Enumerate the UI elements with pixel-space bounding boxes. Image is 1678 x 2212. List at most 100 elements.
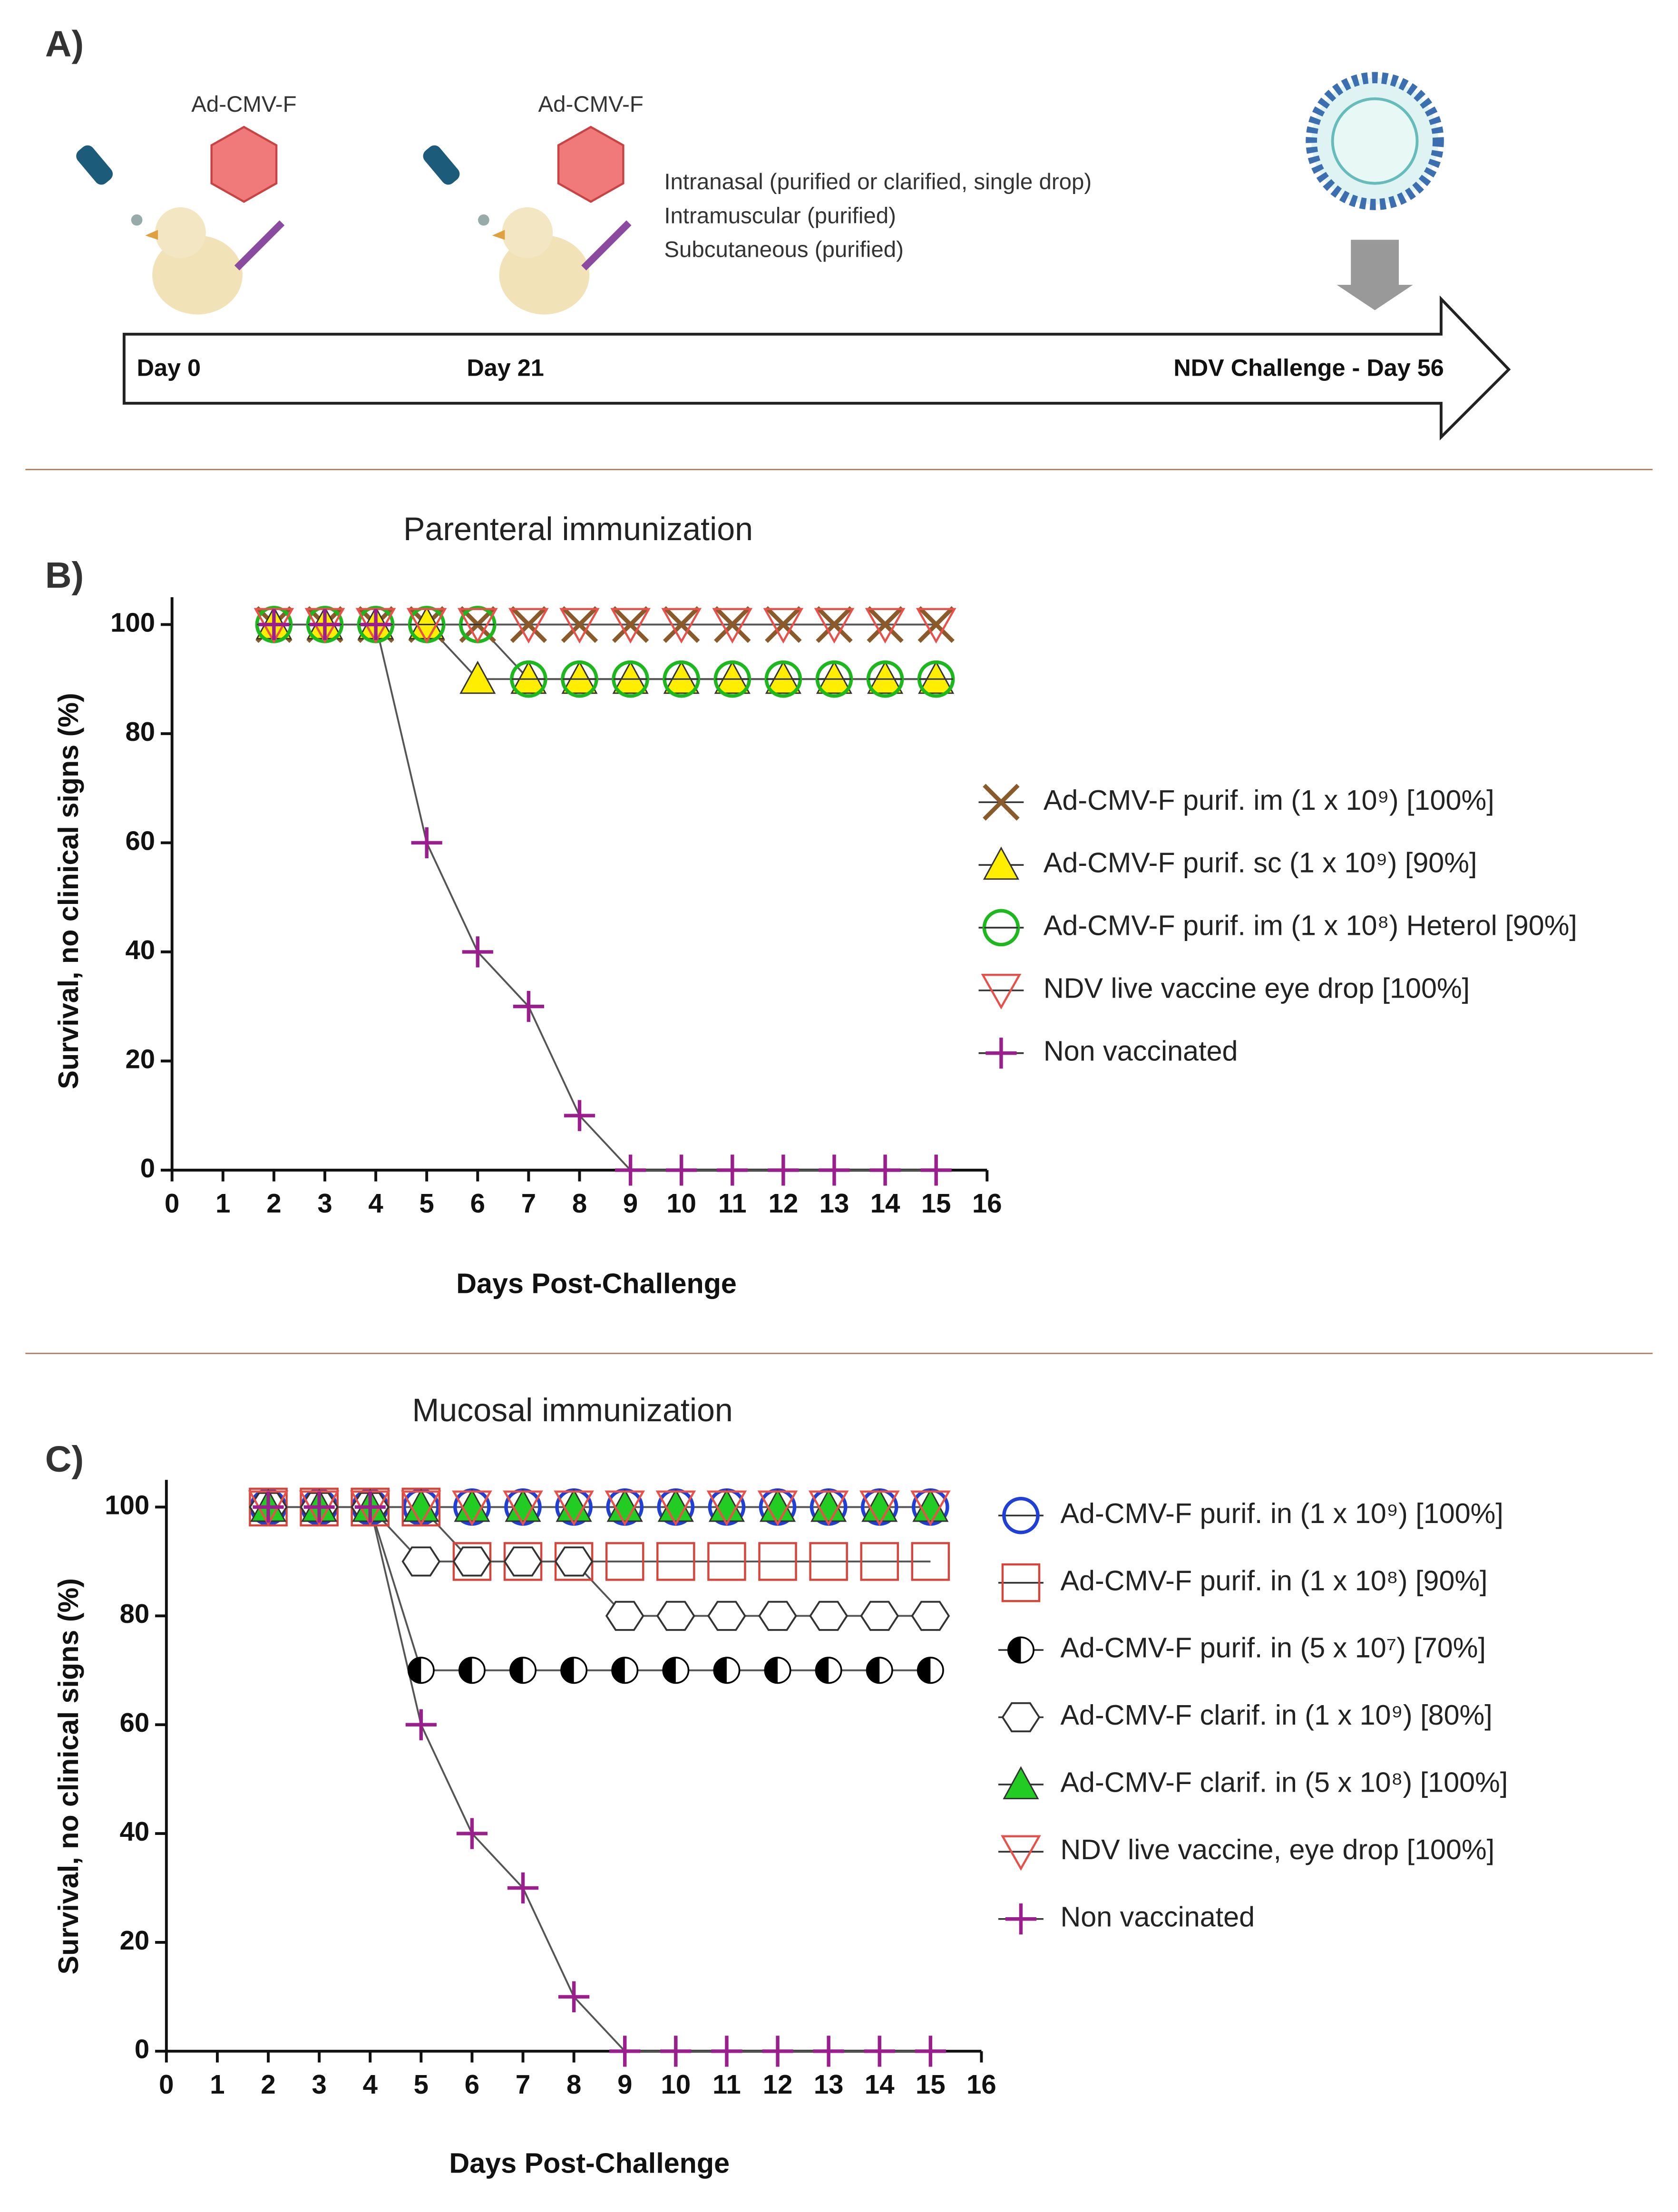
data-point xyxy=(714,606,751,643)
legend-label: Non vaccinated xyxy=(1060,1901,1255,1932)
marker-shape xyxy=(655,1490,696,1526)
data-point xyxy=(708,1488,745,1522)
marker-shape xyxy=(765,606,802,643)
marker-shape xyxy=(867,660,904,694)
marker-shape xyxy=(656,1542,695,1581)
data-point xyxy=(864,2036,895,2067)
y-axis-title: Survival, no clinical signs (%) xyxy=(52,1578,84,1974)
data-point xyxy=(556,1488,592,1522)
marker-shape xyxy=(556,1488,592,1522)
marker-shape xyxy=(758,1601,797,1631)
data-point xyxy=(456,1818,488,1849)
legend-marker xyxy=(1002,1496,1040,1534)
data-point xyxy=(911,1542,950,1581)
marker-shape xyxy=(759,1488,796,1522)
x-tick-label: 2 xyxy=(266,1188,281,1218)
data-point xyxy=(810,1488,847,1522)
data-point xyxy=(554,1546,594,1577)
marker-shape xyxy=(712,608,753,644)
timeline xyxy=(122,295,1511,441)
marker-shape xyxy=(1001,1835,1041,1871)
marker-shape xyxy=(459,660,496,694)
marker-shape xyxy=(865,608,906,644)
marker-shape xyxy=(612,1658,625,1683)
marker-shape xyxy=(809,1601,848,1631)
data-point xyxy=(815,1657,842,1684)
x-tick-label: 1 xyxy=(210,2069,224,2099)
data-point xyxy=(860,1542,899,1581)
marker-shape xyxy=(457,608,498,644)
data-point xyxy=(707,1601,746,1631)
legend-marker xyxy=(983,784,1020,821)
data-point xyxy=(253,1491,284,1523)
marker-shape xyxy=(612,606,649,643)
data-point xyxy=(656,1542,695,1581)
y-tick-label: 100 xyxy=(110,607,155,637)
x-tick-label: 0 xyxy=(165,1188,179,1218)
data-point xyxy=(405,1709,437,1740)
data-point xyxy=(663,660,700,698)
marker-shape xyxy=(452,1546,492,1577)
data-point xyxy=(866,660,904,698)
data-point xyxy=(759,1488,796,1522)
marker-shape xyxy=(765,1658,778,1683)
marker-shape xyxy=(559,608,600,644)
marker-shape xyxy=(918,660,955,694)
marker-shape xyxy=(409,606,445,640)
data-point xyxy=(662,1657,690,1684)
marker-shape xyxy=(508,608,549,644)
data-point xyxy=(657,1488,694,1522)
marker-shape xyxy=(714,1658,727,1683)
marker-shape xyxy=(561,1658,574,1683)
x-tick-label: 12 xyxy=(763,2069,793,2099)
data-point xyxy=(612,606,649,643)
data-point xyxy=(611,1657,639,1684)
data-point xyxy=(409,606,445,640)
data-point xyxy=(912,1488,949,1522)
marker-shape xyxy=(860,1601,899,1631)
marker-shape xyxy=(1001,1702,1041,1733)
data-point xyxy=(809,1601,848,1631)
ndv-virus xyxy=(1306,72,1444,310)
x-tick-label: 4 xyxy=(368,1188,383,1218)
marker-shape xyxy=(610,608,651,644)
x-tick-label: 8 xyxy=(572,1188,587,1218)
data-point xyxy=(711,2036,742,2067)
legend-marker xyxy=(1001,1835,1041,1871)
data-point xyxy=(717,1155,748,1186)
marker-shape xyxy=(763,608,804,644)
chart-title: Parenteral immunization xyxy=(403,511,753,547)
marker-shape xyxy=(656,1601,695,1631)
legend-label: Ad-CMV-F purif. in (5 x 10⁷) [70%] xyxy=(1060,1632,1486,1664)
data-point xyxy=(452,1490,492,1526)
data-point xyxy=(861,1488,898,1522)
x-tick-label: 13 xyxy=(819,1188,849,1218)
x-tick-label: 8 xyxy=(566,2069,581,2099)
timeline-arrow xyxy=(122,295,1511,441)
data-point xyxy=(605,1490,645,1526)
data-point xyxy=(561,660,598,694)
data-point xyxy=(813,2036,844,2067)
chick-beak xyxy=(492,230,505,240)
marker-shape xyxy=(1002,1496,1040,1534)
x-axis-title: Days Post-Challenge xyxy=(456,1268,737,1300)
y-tick-label: 40 xyxy=(125,935,155,965)
data-point xyxy=(558,1981,590,2013)
dropper xyxy=(423,145,460,185)
data-point xyxy=(819,1155,850,1186)
vector-2 xyxy=(557,126,624,203)
marker-shape xyxy=(452,1490,492,1526)
data-point xyxy=(911,1601,950,1631)
marker-shape xyxy=(912,1488,949,1522)
x-tick-label: 6 xyxy=(470,1188,485,1218)
data-point xyxy=(713,660,751,698)
data-point xyxy=(503,1490,543,1526)
marker-shape xyxy=(867,606,904,643)
data-point xyxy=(612,660,649,694)
marker-shape xyxy=(758,1542,797,1581)
marker-shape xyxy=(917,1658,931,1683)
legend-marker xyxy=(983,846,1020,880)
y-tick-label: 20 xyxy=(125,1044,155,1074)
legend-marker xyxy=(985,1038,1017,1069)
